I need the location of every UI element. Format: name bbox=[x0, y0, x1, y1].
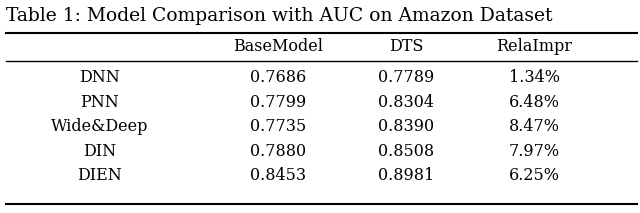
Text: 0.7735: 0.7735 bbox=[250, 118, 307, 135]
Text: 7.97%: 7.97% bbox=[509, 143, 560, 160]
Text: DTS: DTS bbox=[389, 38, 424, 55]
Text: 0.7880: 0.7880 bbox=[250, 143, 307, 160]
Text: 0.7789: 0.7789 bbox=[378, 69, 435, 86]
Text: DIEN: DIEN bbox=[77, 167, 122, 184]
Text: DIN: DIN bbox=[83, 143, 116, 160]
Text: 8.47%: 8.47% bbox=[509, 118, 560, 135]
Text: 1.34%: 1.34% bbox=[509, 69, 560, 86]
Text: DNN: DNN bbox=[79, 69, 120, 86]
Text: 0.8390: 0.8390 bbox=[378, 118, 435, 135]
Text: 0.7799: 0.7799 bbox=[250, 94, 307, 111]
Text: 0.8304: 0.8304 bbox=[378, 94, 435, 111]
Text: 6.48%: 6.48% bbox=[509, 94, 560, 111]
Text: 0.8453: 0.8453 bbox=[250, 167, 307, 184]
Text: RelaImpr: RelaImpr bbox=[497, 38, 572, 55]
Text: 0.8981: 0.8981 bbox=[378, 167, 435, 184]
Text: 0.8508: 0.8508 bbox=[378, 143, 435, 160]
Text: Table 1: Model Comparison with AUC on Amazon Dataset: Table 1: Model Comparison with AUC on Am… bbox=[6, 7, 553, 26]
Text: PNN: PNN bbox=[80, 94, 118, 111]
Text: BaseModel: BaseModel bbox=[234, 38, 323, 55]
Text: 6.25%: 6.25% bbox=[509, 167, 560, 184]
Text: 0.7686: 0.7686 bbox=[250, 69, 307, 86]
Text: Wide&Deep: Wide&Deep bbox=[51, 118, 148, 135]
